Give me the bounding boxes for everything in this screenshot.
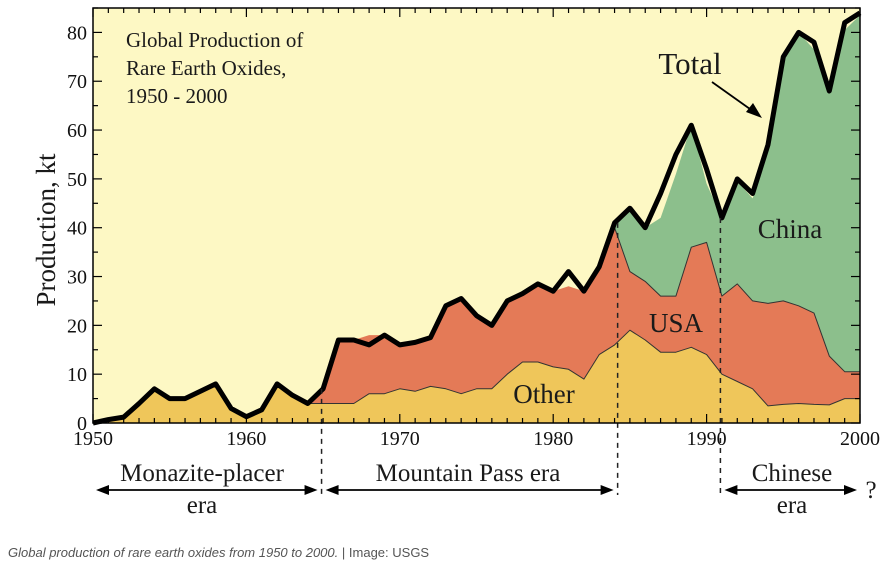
y-tick-label: 40 (67, 218, 87, 240)
line-usa-top (598, 227, 860, 373)
y-tick-label: 80 (67, 22, 87, 44)
y-tick-label: 30 (67, 267, 87, 289)
y-tick-label: 10 (67, 364, 87, 386)
x-tick-label: 1960 (226, 428, 266, 450)
x-tick-label: 1980 (533, 428, 573, 450)
annotation-usa: USA (649, 308, 704, 338)
caption-separator: | (341, 545, 346, 560)
era-arrow-1-right-head (304, 485, 318, 495)
era-label-chinese-2: era (777, 492, 808, 519)
x-tick-label: 2000 (840, 428, 880, 450)
annotation-other: Other (513, 379, 574, 409)
x-tick-label: 1950 (73, 428, 113, 450)
caption-text: Global production of rare earth oxides f… (8, 545, 339, 560)
era-arrow-3-left-head (724, 485, 738, 495)
era-arrow-2-left-head (325, 485, 339, 495)
area-other (93, 330, 860, 423)
era-arrow-2-right-head (600, 485, 614, 495)
y-tick-label: 0 (77, 413, 87, 435)
x-tick-label: 1990 (687, 428, 727, 450)
y-axis-label: Production, kt (31, 153, 61, 306)
chart-title-line-3: 1950 - 2000 (126, 84, 228, 108)
area-china (93, 15, 860, 424)
chart-title-line-2: Rare Earth Oxides, (126, 56, 286, 80)
figure-caption: Global production of rare earth oxides f… (8, 545, 429, 560)
era-label-future: ? (865, 477, 876, 504)
line-other-top (307, 329, 860, 407)
chart-title-line-1: Global Production of (126, 28, 303, 52)
line-total (92, 10, 862, 426)
y-tick-label: 20 (67, 315, 87, 337)
caption-credit: Image: USGS (348, 545, 430, 560)
area-usa (93, 227, 860, 423)
y-tick-label: 60 (67, 120, 87, 142)
era-label-chinese: Chinese (752, 460, 833, 487)
annotation-total: Total (658, 46, 721, 81)
era-arrow-1-left-head (96, 485, 109, 495)
x-tick-label: 1970 (380, 428, 420, 450)
total-arrow (711, 81, 762, 118)
rare-earth-production-chart: 1950 1960 1970 1980 1990 2000 0 10 20 30 40 50 60 70 8… (31, 7, 880, 519)
y-tick-label: 70 (67, 71, 87, 93)
era-label-mountain-pass: Mountain Pass era (376, 460, 561, 487)
era-label-monazite-2: era (187, 492, 218, 519)
era-arrow-3-right-head (844, 485, 857, 495)
era-label-monazite: Monazite-placer (120, 460, 284, 487)
y-tick-label: 50 (67, 169, 87, 191)
annotation-china: China (758, 214, 823, 244)
